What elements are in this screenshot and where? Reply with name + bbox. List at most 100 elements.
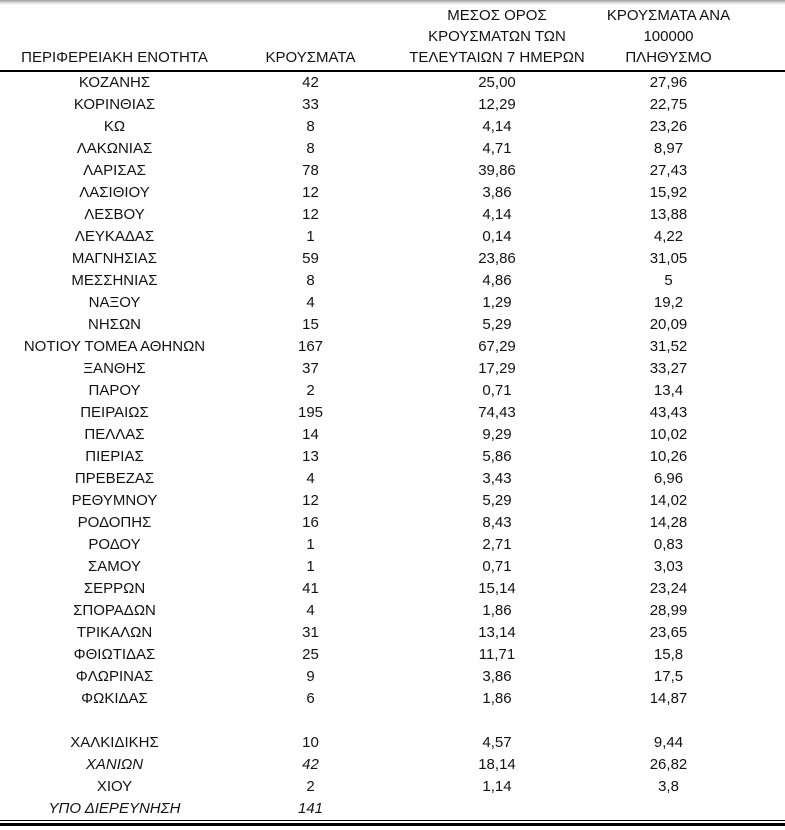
table-row: ΚΟΖΑΝΗΣ 42 25,00 27,96 [0,71,785,94]
table-row: ΚΩ 8 4,14 23,26 [0,116,785,138]
region-cell: ΠΑΡΟΥ [88,382,141,399]
filler-cell [735,380,785,402]
filler-cell [735,534,785,556]
filler-cell [735,424,785,446]
region-cell: ΜΑΓΝΗΣΙΑΣ [71,250,158,267]
per100k-cell: 10,26 [649,448,688,465]
filler-cell [735,160,785,182]
cases-cell: 8 [306,272,315,289]
table-row: ΣΠΟΡΑΔΩΝ 4 1,86 28,99 [0,600,785,622]
table-row: ΞΑΝΘΗΣ 37 17,29 33,27 [0,358,785,380]
filler-cell [735,182,785,204]
filler-cell [735,336,785,358]
table-row: ΝΗΣΩΝ 15 5,29 20,09 [0,314,785,336]
avg7day-cell: 3,43 [482,470,512,487]
avg7day-cell: 5,29 [482,492,512,509]
per100k-cell: 19,2 [653,294,684,311]
avg7day-cell: 1,14 [482,778,512,795]
table-header: ΠΕΡΙΦΕΡΕΙΑΚΗ ΕΝΟΤΗΤΑ ΚΡΟΥΣΜΑΤΑ ΜΕΣΟΣ ΟΡΟ… [0,5,785,72]
table-row: ΧΑΝΙΩΝ 42 18,14 26,82 [0,754,785,776]
table-row: ΣΑΜΟΥ 1 0,71 3,03 [0,556,785,578]
per100k-cell: 13,88 [649,206,688,223]
region-cell: ΣΕΡΡΩΝ [83,580,146,597]
cases-cell: 1 [306,228,315,245]
filler-cell [735,292,785,314]
table-row: ΝΟΤΙΟΥ ΤΟΜΕΑ ΑΘΗΝΩΝ 167 67,29 31,52 [0,336,785,358]
filler-cell [735,622,785,644]
filler-cell [735,94,785,116]
table-row: ΦΩΚΙΔΑΣ 6 1,86 14,87 [0,688,785,710]
avg7day-cell: 23,86 [478,250,516,267]
region-cell: ΛΑΡΙΣΑΣ [83,162,146,179]
table-row: ΧΙΟΥ 2 1,14 3,8 [0,776,785,798]
filler-cell [735,556,785,578]
table-row: ΣΕΡΡΩΝ 41 15,14 23,24 [0,578,785,600]
per100k-cell [602,798,735,820]
filler-cell [735,204,785,226]
region-cell: ΛΕΣΒΟΥ [84,206,145,223]
per100k-cell: 3,8 [658,778,679,795]
cases-cell: 2 [306,778,315,795]
cases-cell: 78 [302,162,319,179]
region-cell: ΠΙΕΡΙΑΣ [85,448,144,465]
avg7day-cell: 5,29 [482,316,512,333]
avg7day-cell: 0,71 [482,558,512,575]
filler-cell [735,226,785,248]
per100k-cell: 31,05 [649,250,688,267]
region-cell: ΜΕΣΣΗΝΙΑΣ [71,272,158,289]
cases-cell: 2 [306,382,315,399]
avg7day-cell: 8,43 [482,514,512,531]
region-cell: ΚΟΖΑΝΗΣ [78,74,151,91]
window-edge-bar [0,0,785,5]
region-cell: ΡΟΔΟΠΗΣ [77,514,152,531]
filler-cell [735,71,785,94]
region-cell: ΝΟΤΙΟΥ ΤΟΜΕΑ ΑΘΗΝΩΝ [23,338,206,355]
per100k-cell: 10,02 [649,426,688,443]
cases-cell: 141 [297,800,324,817]
per100k-cell: 28,99 [649,602,688,619]
region-cell: ΛΑΣΙΘΙΟΥ [79,184,150,201]
filler-cell [735,798,785,820]
per100k-cell: 9,44 [653,734,684,751]
table-row: ΤΡΙΚΑΛΩΝ 31 13,14 23,65 [0,622,785,644]
table-row: ΡΟΔΟΥ 1 2,71 0,83 [0,534,785,556]
per100k-cell: 17,5 [653,668,684,685]
header-cases: ΚΡΟΥΣΜΑΤΑ [229,5,392,72]
filler-cell [735,578,785,600]
region-cell: ΝΗΣΩΝ [88,316,141,333]
avg7day-cell: 17,29 [478,360,516,377]
table-row: ΠΙΕΡΙΑΣ 13 5,86 10,26 [0,446,785,468]
cases-cell: 13 [302,448,319,465]
table-row: ΦΘΙΩΤΙΔΑΣ 25 11,71 15,8 [0,644,785,666]
cases-cell: 167 [297,338,324,355]
region-cell: ΞΑΝΘΗΣ [83,360,146,377]
cases-cell: 31 [302,624,319,641]
per100k-cell: 23,26 [649,118,688,135]
cases-cell: 59 [302,250,319,267]
avg7day-cell: 39,86 [478,162,516,179]
cases-cell: 4 [306,294,315,311]
region-cell: ΠΕΛΛΑΣ [84,426,145,443]
per100k-cell: 26,82 [649,756,688,773]
avg7day-cell: 25,00 [478,74,516,91]
avg7day-cell: 74,43 [478,404,516,421]
per100k-cell: 15,92 [649,184,688,201]
per100k-cell: 31,52 [649,338,688,355]
per100k-cell: 4,22 [653,228,684,245]
header-per100k: ΚΡΟΥΣΜΑΤΑ ΑΝΑ 100000 ΠΛΗΘΥΣΜΟ [602,5,735,72]
region-cell: ΦΘΙΩΤΙΔΑΣ [73,646,156,663]
region-cell: ΧΙΟΥ [96,778,133,795]
region-cell: ΚΩ [103,118,126,135]
avg7day-cell: 1,29 [482,294,512,311]
table-row: ΡΟΔΟΠΗΣ 16 8,43 14,28 [0,512,785,534]
region-cell: ΚΟΡΙΝΘΙΑΣ [73,96,156,113]
cases-cell: 8 [306,118,315,135]
cases-cell: 15 [302,316,319,333]
per100k-cell [602,710,735,732]
region-cell: ΦΛΩΡΙΝΑΣ [75,668,154,685]
region-cell: ΦΩΚΙΔΑΣ [81,690,148,707]
spacer-row [0,710,785,732]
filler-cell [735,314,785,336]
filler-cell [735,490,785,512]
cases-cell: 42 [302,74,319,91]
